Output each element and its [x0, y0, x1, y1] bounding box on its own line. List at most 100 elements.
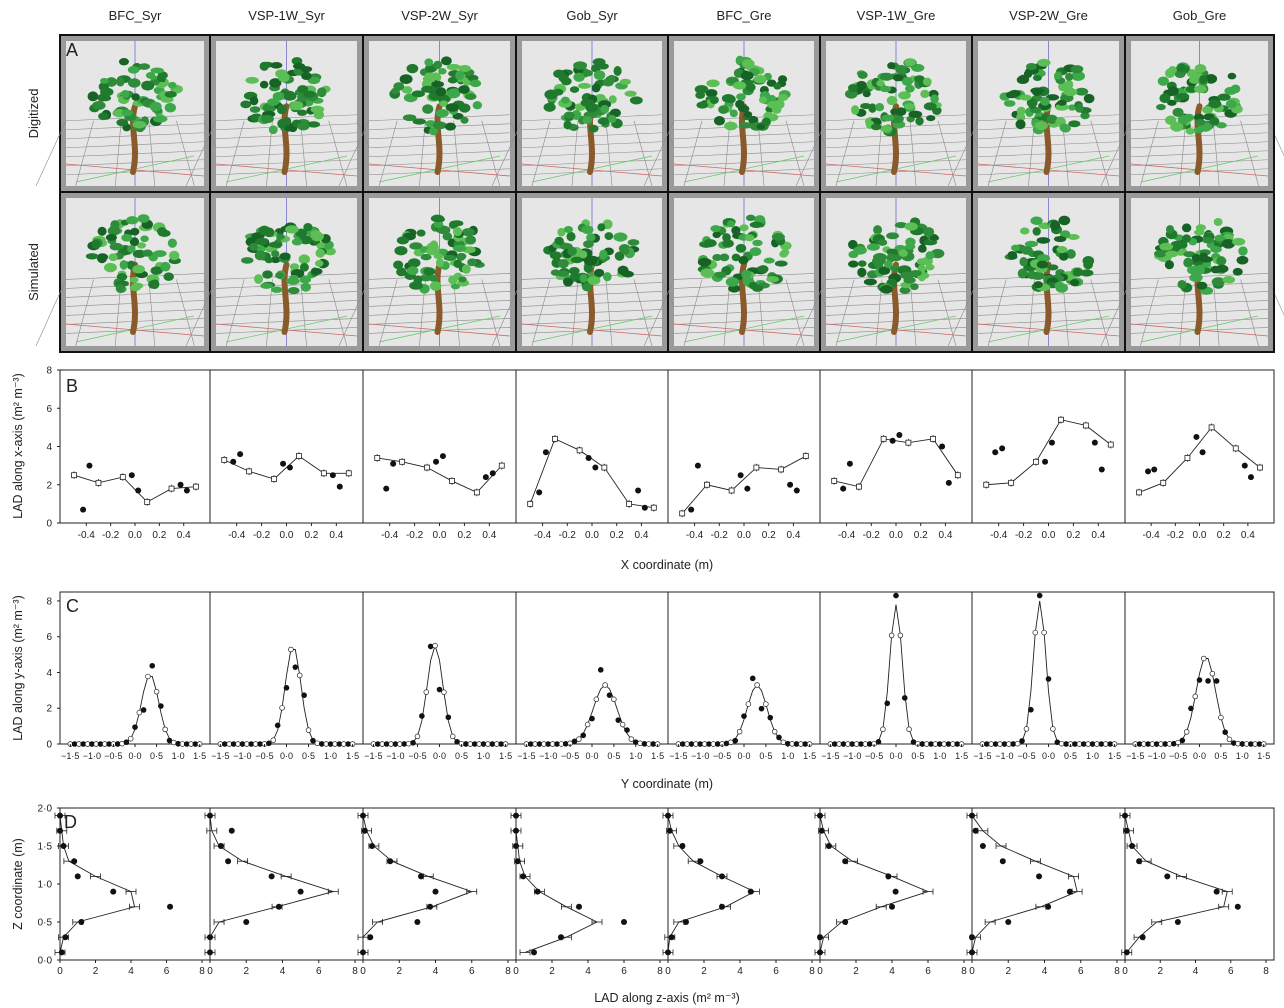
- leaf: [766, 275, 779, 283]
- trunk: [434, 261, 443, 335]
- leaf: [1232, 237, 1246, 246]
- digitized-point: [80, 741, 87, 747]
- digitized-point: [513, 843, 519, 849]
- digitized-point: [110, 888, 117, 895]
- x-tick-label: 0.4: [635, 530, 649, 541]
- leaf: [580, 98, 595, 107]
- panel-b-x-axis-title: X coordinate (m): [621, 558, 713, 572]
- leaf: [289, 104, 302, 111]
- leaf: [409, 242, 423, 250]
- x-tick-label: 0·0: [280, 751, 293, 761]
- simulated-point: [153, 688, 160, 695]
- leaf: [1204, 74, 1218, 84]
- simulated-point: [802, 453, 809, 459]
- leaf: [424, 58, 434, 67]
- simulated-point: [162, 726, 168, 733]
- leaf: [719, 253, 730, 262]
- grid-line: [35, 279, 67, 347]
- leaf: [1189, 273, 1203, 283]
- digitized-point: [1123, 827, 1130, 834]
- digitized-point: [1162, 741, 1169, 747]
- digitized-point: [1042, 458, 1049, 465]
- leaf: [757, 265, 769, 274]
- x-tick-label: 8: [961, 966, 967, 977]
- leaf: [712, 253, 722, 262]
- simulated-point: [1160, 479, 1167, 486]
- panel-d-y-axis-title: Z coordinate (m): [11, 838, 25, 930]
- x-tick-label: −1·0: [539, 751, 557, 761]
- x-tick-label: 4: [433, 966, 439, 977]
- leaf: [1017, 268, 1028, 279]
- leaf: [872, 256, 886, 266]
- simulated-point: [1192, 693, 1198, 700]
- simulated-line: [830, 604, 962, 745]
- x-tick-label: −0·5: [104, 751, 122, 761]
- x-tick-label: −1·5: [517, 751, 535, 761]
- digitized-point: [635, 487, 642, 494]
- digitized-point: [945, 741, 952, 747]
- leaf: [87, 91, 99, 102]
- digitized-point: [580, 732, 587, 739]
- leaf: [1015, 119, 1026, 130]
- leaf: [913, 75, 925, 83]
- leaf: [895, 107, 907, 116]
- leaf: [241, 257, 254, 264]
- leaf: [1005, 91, 1019, 99]
- x-tick-label: 1·0: [1236, 751, 1249, 761]
- tree-rendering: [1100, 192, 1284, 352]
- leaf: [1170, 242, 1181, 253]
- simulated-point: [1008, 479, 1015, 486]
- leaf: [566, 231, 576, 242]
- digitized-point: [1063, 741, 1069, 747]
- simulated-point: [1232, 445, 1239, 452]
- digitized-point: [747, 888, 754, 895]
- digitized-point: [1129, 843, 1136, 849]
- leaf: [751, 284, 764, 292]
- digitized-point: [71, 858, 78, 865]
- digitized-point: [826, 843, 832, 849]
- leaf: [604, 232, 614, 240]
- grid-line: [795, 120, 827, 187]
- x-tick-label: 1·5: [1108, 751, 1121, 761]
- leaf: [315, 248, 325, 258]
- leaf: [570, 256, 583, 264]
- y-tick-label: 6: [46, 632, 52, 643]
- digitized-point: [60, 843, 67, 849]
- digitized-point: [641, 741, 648, 747]
- leaf: [1209, 117, 1220, 126]
- x-tick-label: 8: [199, 966, 205, 977]
- leaf: [129, 227, 140, 236]
- leaf: [299, 275, 312, 284]
- leaf: [571, 110, 582, 120]
- x-tick-label: -0.4: [686, 530, 704, 541]
- leaf: [726, 220, 736, 228]
- leaf: [275, 272, 285, 279]
- x-tick-label: −0·5: [865, 751, 883, 761]
- leaf: [544, 89, 559, 100]
- tree-rendering: [491, 35, 693, 192]
- leaf: [1195, 224, 1206, 232]
- x-tick-label: 0·0: [1042, 751, 1055, 761]
- x-tick-label: 8: [1114, 966, 1120, 977]
- leaf: [109, 243, 122, 251]
- digitized-point: [222, 741, 228, 747]
- leaf: [739, 224, 749, 232]
- digitized-point: [534, 888, 541, 895]
- x-tick-label: 0: [207, 966, 213, 977]
- digitized-point: [183, 741, 190, 747]
- leaf: [254, 274, 263, 285]
- digitized-point: [177, 481, 184, 488]
- panel-b-y-axis-title: LAD along x-axis (m² m⁻³): [11, 373, 25, 519]
- digitized-point: [401, 741, 408, 747]
- digitized-point: [207, 949, 213, 956]
- simulated-point: [763, 701, 769, 707]
- digitized-point: [919, 741, 926, 747]
- leaf: [91, 239, 101, 249]
- digitized-point: [1234, 903, 1241, 910]
- leaf: [780, 249, 790, 256]
- leaf: [925, 251, 935, 260]
- x-tick-label: 1·0: [629, 751, 642, 761]
- x-tick-label: 2: [1157, 966, 1163, 977]
- leaf: [741, 269, 752, 279]
- digitized-point: [875, 739, 882, 745]
